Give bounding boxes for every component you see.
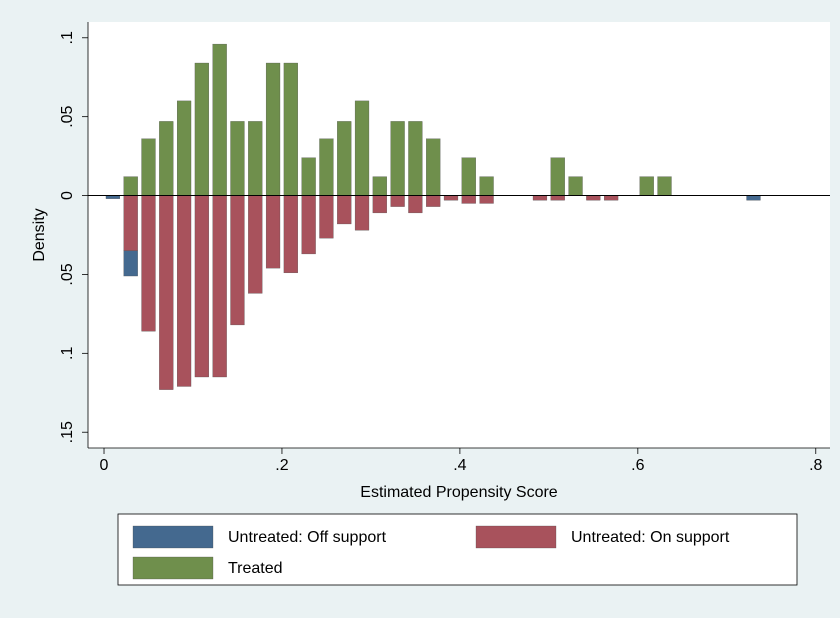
x-tick-label: .6 bbox=[631, 457, 644, 474]
bar bbox=[319, 195, 334, 239]
bar bbox=[461, 195, 476, 204]
bar bbox=[479, 195, 494, 204]
y-tick-label: 0 bbox=[59, 191, 76, 200]
bar bbox=[479, 176, 494, 196]
legend-swatch bbox=[132, 525, 214, 549]
x-axis-label: Estimated Propensity Score bbox=[360, 484, 558, 501]
bar bbox=[354, 100, 370, 196]
x-tick-label: .2 bbox=[275, 457, 288, 474]
bar bbox=[123, 176, 138, 196]
bar bbox=[408, 121, 423, 196]
x-tick-label: .4 bbox=[453, 457, 466, 474]
bar bbox=[390, 195, 405, 207]
bar bbox=[604, 195, 619, 201]
bar bbox=[443, 195, 459, 201]
bar bbox=[283, 195, 298, 274]
legend-label: Untreated: On support bbox=[571, 529, 730, 546]
bar bbox=[550, 195, 565, 201]
bar bbox=[159, 195, 174, 390]
bar bbox=[550, 157, 565, 196]
bar bbox=[354, 195, 370, 231]
bar bbox=[123, 195, 138, 251]
bar bbox=[194, 62, 209, 196]
bar bbox=[248, 195, 263, 294]
y-tick-label: .1 bbox=[59, 31, 76, 44]
x-tick-label: .8 bbox=[809, 457, 822, 474]
bar bbox=[532, 195, 548, 201]
bar bbox=[212, 195, 227, 378]
bar bbox=[230, 121, 245, 196]
bar bbox=[212, 43, 227, 196]
bar bbox=[426, 138, 441, 196]
x-tick-label: 0 bbox=[100, 457, 109, 474]
bar bbox=[586, 195, 601, 201]
bar bbox=[248, 121, 263, 196]
bar bbox=[657, 176, 672, 196]
bar bbox=[746, 195, 761, 201]
bar bbox=[372, 176, 387, 196]
bar bbox=[230, 195, 245, 326]
bar bbox=[176, 100, 192, 196]
bar bbox=[283, 62, 298, 196]
bar bbox=[639, 176, 654, 196]
bar bbox=[337, 121, 352, 196]
bar bbox=[408, 195, 423, 214]
plot-area bbox=[88, 22, 830, 448]
bar bbox=[159, 121, 174, 196]
bar bbox=[301, 157, 316, 196]
bar bbox=[265, 62, 281, 196]
y-tick-label: .05 bbox=[59, 105, 76, 127]
legend-swatch bbox=[475, 525, 557, 549]
bar bbox=[319, 138, 334, 196]
bar bbox=[141, 195, 156, 332]
bar bbox=[301, 195, 316, 255]
y-tick-label: .1 bbox=[59, 347, 76, 360]
legend bbox=[117, 513, 798, 586]
legend-label: Untreated: Off support bbox=[228, 529, 387, 546]
y-tick-label: .05 bbox=[59, 263, 76, 285]
bar bbox=[194, 195, 209, 378]
y-tick-label: .15 bbox=[59, 421, 76, 443]
bar bbox=[461, 157, 476, 196]
bar bbox=[337, 195, 352, 225]
legend-swatch bbox=[132, 556, 214, 580]
bar bbox=[141, 138, 156, 196]
y-axis-label: Density bbox=[31, 208, 48, 261]
bar bbox=[265, 195, 281, 269]
bar bbox=[568, 176, 583, 196]
legend-label: Treated bbox=[228, 560, 283, 577]
bar bbox=[426, 195, 441, 207]
bar bbox=[176, 195, 192, 387]
bar bbox=[372, 195, 387, 214]
bar bbox=[123, 250, 138, 277]
bar bbox=[390, 121, 405, 196]
